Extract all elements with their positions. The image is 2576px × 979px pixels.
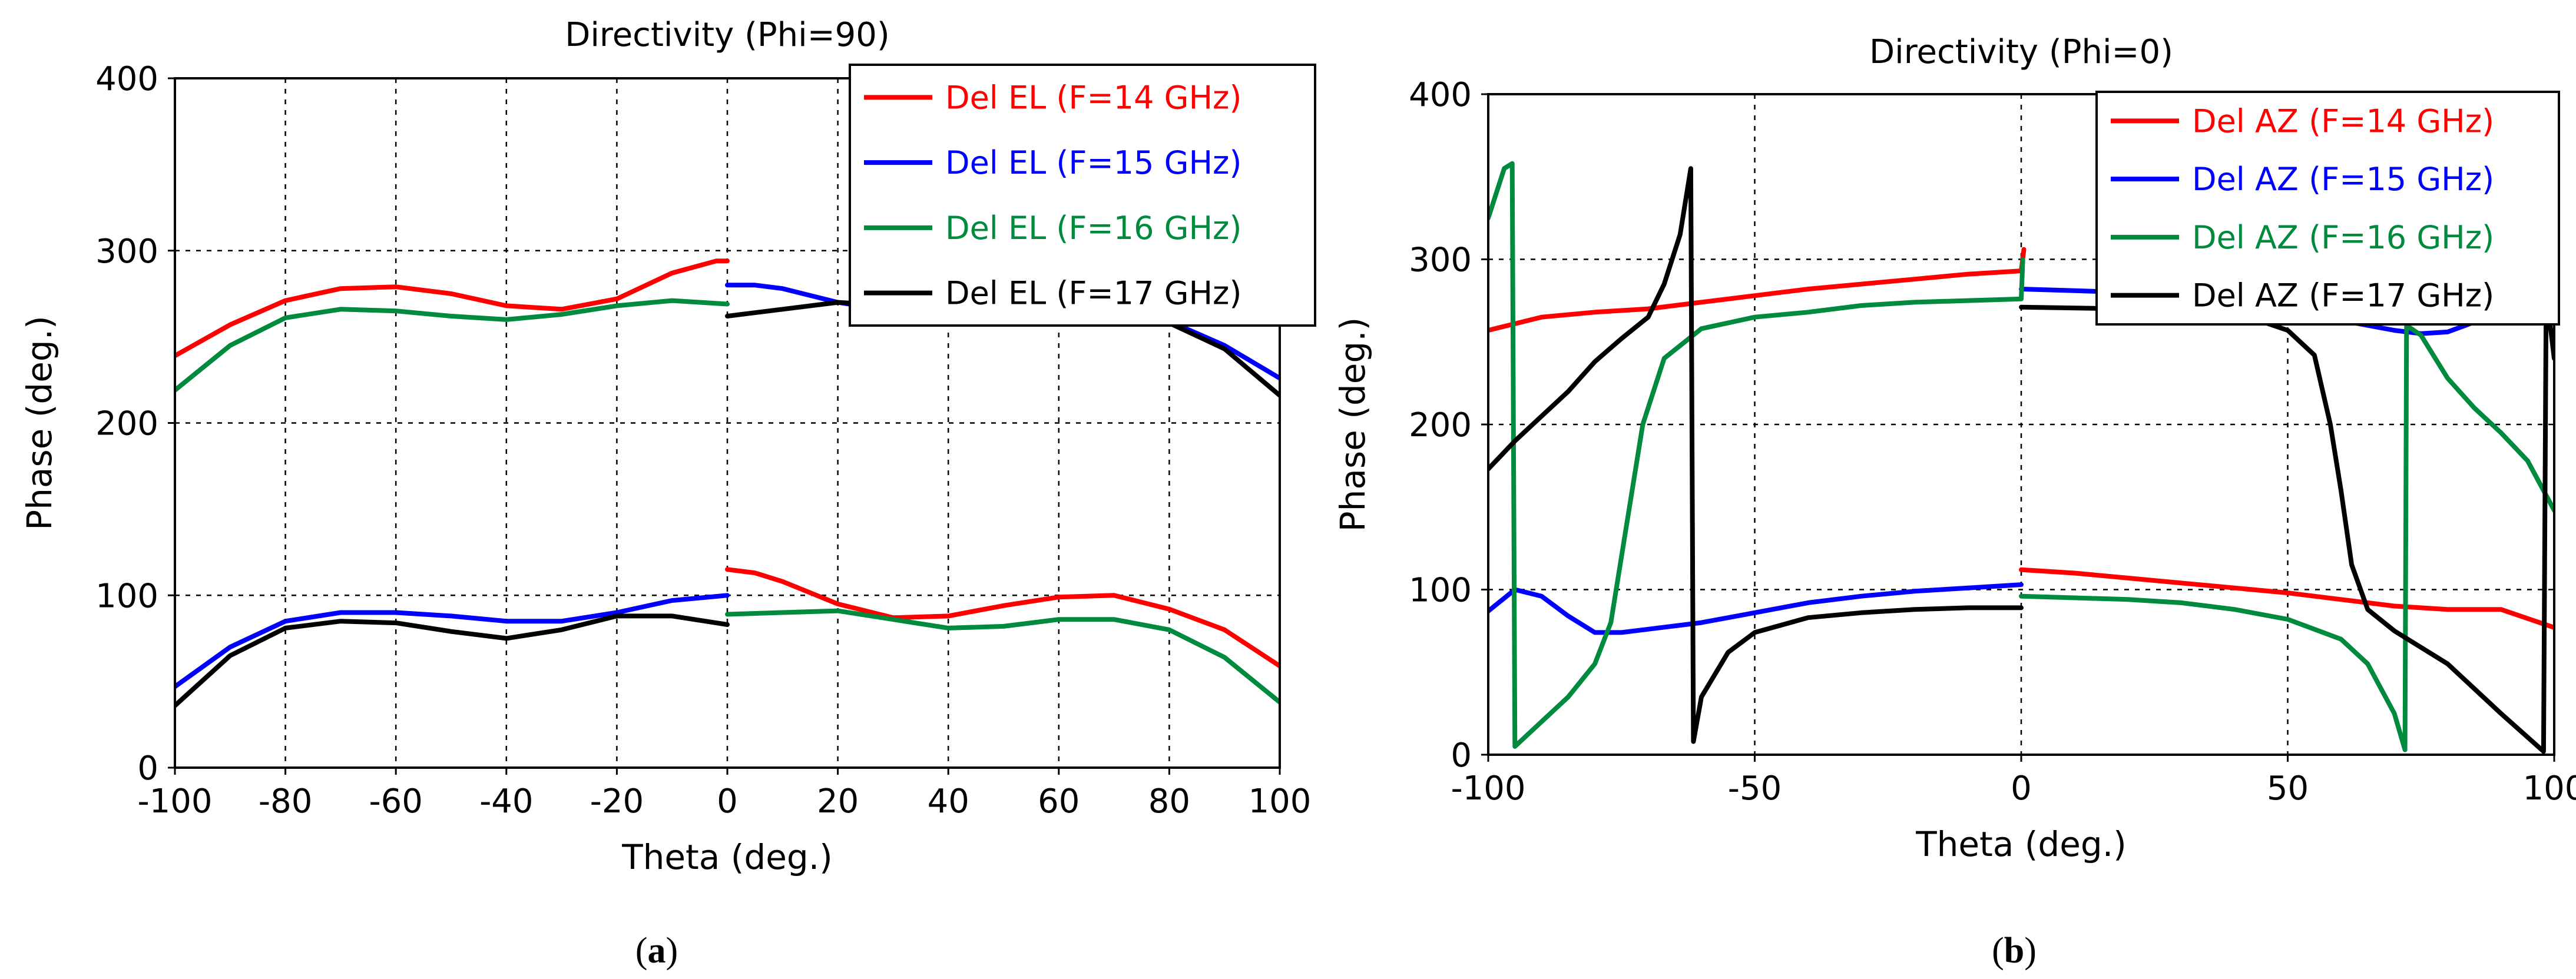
- panel-a-legend-label-3: Del EL (F=16 GHz): [945, 210, 1241, 247]
- panel-b-x-tick-label: 50: [2267, 769, 2309, 808]
- panel-b-title: Directivity (Phi=0): [1869, 33, 2173, 71]
- panel-a-x-tick-label: 60: [1038, 782, 1080, 821]
- panel-b-x-tick-label: 0: [2011, 769, 2032, 808]
- panel-a-legend-box: [849, 64, 1316, 327]
- panel-b-y-tick-label: 0: [1451, 736, 1472, 775]
- panel-b-y-axis-label: Phase (deg.): [1333, 317, 1373, 532]
- panel-a-y-tick-label: 200: [95, 405, 158, 443]
- panel-a-legend-label-4: Del EL (F=17 GHz): [945, 275, 1241, 312]
- panel-a-y-tick-label: 300: [95, 233, 158, 271]
- panel-b-legend-label-1: Del AZ (F=14 GHz): [2192, 102, 2494, 140]
- panel-a-legend-label-2: Del EL (F=15 GHz): [945, 144, 1241, 181]
- panel-a-x-tick-label: -80: [259, 782, 312, 821]
- panel-a-y-tick-label: 0: [137, 749, 158, 788]
- panel-a-x-tick-label: 40: [928, 782, 969, 821]
- panel-a-x-tick-label: -20: [590, 782, 644, 821]
- panel-b-series-line-1: [1488, 247, 2554, 630]
- panel-b-legend-box: [2095, 91, 2560, 326]
- panel-b-x-tick-label: -50: [1728, 769, 1782, 808]
- panel-b-y-tick-label: 400: [1409, 76, 1472, 114]
- panel-a-x-tick-label: 0: [717, 782, 738, 821]
- panel-a-y-tick-label: 100: [95, 577, 158, 615]
- panel-b-series-line-3: [1488, 161, 2554, 752]
- panel-b-x-axis-label: Theta (deg.): [1915, 824, 2127, 864]
- panel-a-x-tick-label: 20: [817, 782, 859, 821]
- panel-a-x-tick-label: -100: [137, 782, 212, 821]
- panel-b-y-tick-label: 100: [1409, 572, 1472, 610]
- panel-b-legend-label-4: Del AZ (F=17 GHz): [2192, 277, 2494, 314]
- panel-a-legend: Del EL (F=14 GHz) Del EL (F=15 GHz) Del EL…: [849, 64, 1316, 327]
- panel-a-series-line-1: [175, 258, 1280, 669]
- panel-b-x-tick-label: -100: [1451, 769, 1525, 808]
- panel-a-series-line-3: [175, 298, 1280, 705]
- panel-b-phase-chart: Directivity (Phi=0) -100 -50 0 50 100 0 100 200 3…: [1333, 33, 2576, 971]
- panel-b-y-tick-label: 300: [1409, 241, 1472, 280]
- panel-a-x-tick-label: 100: [1249, 782, 1312, 821]
- panel-b-legend: Del AZ (F=14 GHz) Del AZ (F=15 GHz) Del AZ…: [2095, 91, 2560, 326]
- panel-a-y-tick-label: 400: [95, 60, 158, 98]
- panel-a-x-axis-label: Theta (deg.): [621, 837, 833, 877]
- panel-a-caption: (a): [635, 931, 678, 971]
- panel-b-legend-label-2: Del AZ (F=15 GHz): [2192, 161, 2494, 198]
- panel-b-legend-label-3: Del AZ (F=16 GHz): [2192, 219, 2494, 256]
- panel-a-x-tick-label: -40: [479, 782, 533, 821]
- panel-a-x-tick-label: -60: [369, 782, 422, 821]
- panel-a-legend-label-1: Del EL (F=14 GHz): [945, 79, 1241, 116]
- panel-b-x-tick-label: 100: [2523, 769, 2576, 808]
- panel-a-phase-chart: Directivity (Phi=90) -100 -80 -60 -40 -20 0 20 4…: [19, 16, 1316, 971]
- panel-a-y-axis-label: Phase (deg.): [19, 316, 59, 530]
- panel-b-caption: (b): [1992, 931, 2037, 971]
- panel-a-x-tick-label: 80: [1148, 782, 1190, 821]
- panel-a-title: Directivity (Phi=90): [565, 16, 890, 54]
- panel-b-y-tick-label: 200: [1409, 406, 1472, 444]
